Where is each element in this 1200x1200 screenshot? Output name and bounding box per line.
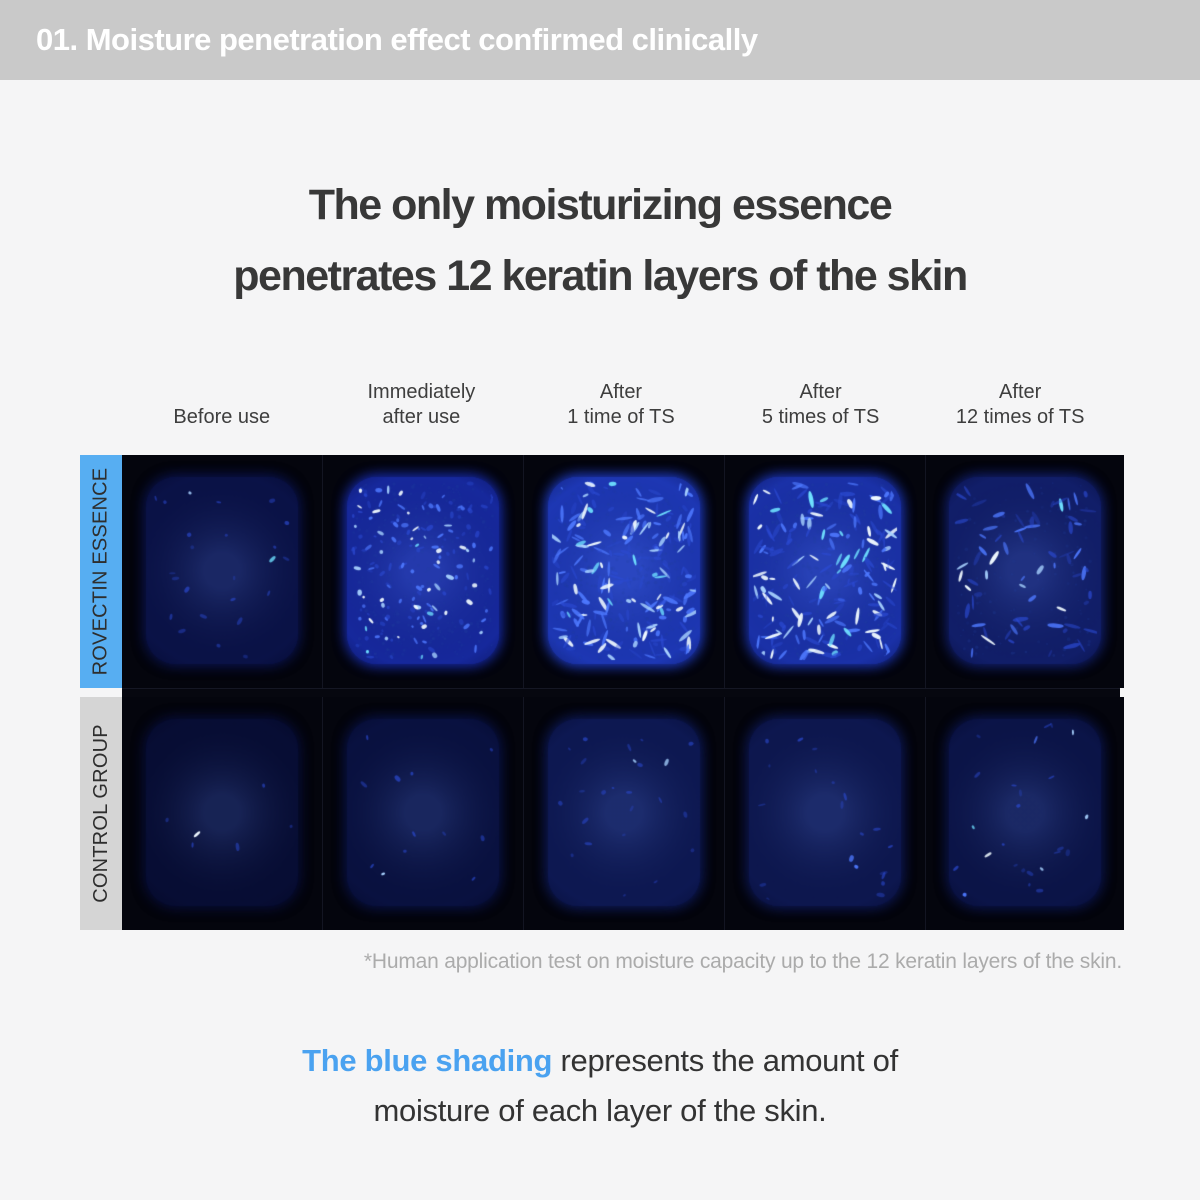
grid-row-divider [122, 688, 1120, 697]
section-header-title: 01. Moisture penetration effect confirme… [36, 22, 758, 57]
main-title-line2: penetrates 12 keratin layers of the skin [233, 252, 968, 300]
caption-line2: moisture of each layer of the skin. [373, 1093, 827, 1128]
column-header-after-12-times: After 12 times of TS [955, 381, 1085, 428]
column-header-before-use: Before use [173, 406, 271, 428]
footnote: *Human application test on moisture capa… [363, 950, 1122, 973]
fluorescence-image [323, 697, 524, 930]
grid-row-rovectin-essence [122, 455, 1124, 688]
fluorescence-image [725, 455, 926, 688]
column-headers: Before use Immediately after use After 1… [122, 374, 1120, 430]
main-title-line1: The only moisturizing essence [308, 181, 893, 229]
fluorescence-image [122, 697, 323, 930]
main-title: The only moisturizing essence penetrates… [0, 170, 1200, 312]
caption-line1: The blue shading represents the amount o… [0, 1036, 1200, 1086]
caption-highlight: The blue shading [302, 1043, 553, 1078]
fluorescence-image [524, 697, 725, 930]
grid-row-control-group [122, 697, 1124, 930]
caption: The blue shading represents the amount o… [0, 1036, 1200, 1136]
fluorescence-image [926, 455, 1124, 688]
column-header-after-1-time: After 1 time of TS [567, 381, 675, 428]
fluorescence-image [323, 455, 524, 688]
fluorescence-image [122, 455, 323, 688]
caption-line1-rest: represents the amount of [552, 1043, 898, 1078]
column-header-after-5-times: After 5 times of TS [761, 381, 880, 428]
section-header-bar: 01. Moisture penetration effect confirme… [0, 0, 1200, 80]
row-label-control-group: CONTROL GROUP [80, 697, 122, 930]
fluorescence-grid [122, 455, 1124, 930]
row-label-rovectin-essence: ROVECTIN ESSENCE [80, 455, 122, 688]
fluorescence-image [725, 697, 926, 930]
column-header-immediately-after-use: Immediately after use [367, 381, 476, 428]
fluorescence-image [926, 697, 1124, 930]
fluorescence-image [524, 455, 725, 688]
